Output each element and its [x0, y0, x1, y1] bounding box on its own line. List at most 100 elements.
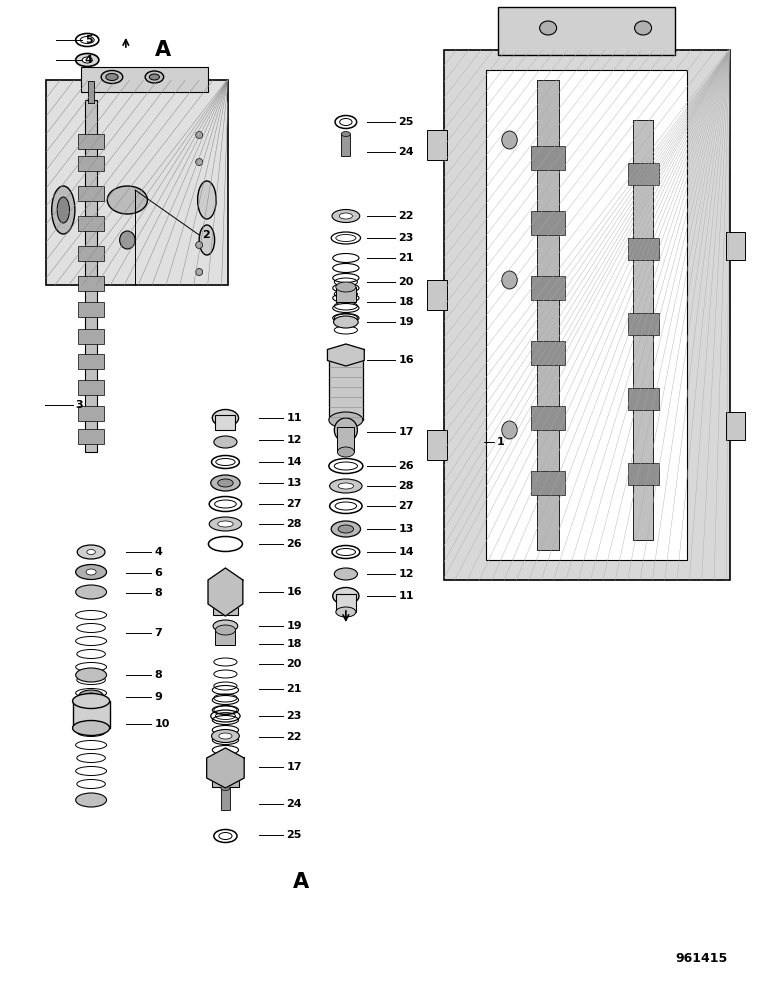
Bar — [531, 276, 565, 300]
Ellipse shape — [334, 316, 358, 328]
Bar — [486, 70, 687, 560]
Polygon shape — [327, 344, 364, 366]
Text: 961415: 961415 — [676, 952, 728, 964]
Text: 20: 20 — [286, 659, 302, 669]
Text: 3: 3 — [76, 400, 83, 410]
Bar — [531, 146, 565, 170]
Text: 19: 19 — [286, 621, 302, 631]
Ellipse shape — [209, 517, 242, 531]
Ellipse shape — [337, 447, 354, 457]
Ellipse shape — [339, 213, 352, 219]
Bar — [215, 415, 235, 430]
Ellipse shape — [149, 74, 159, 80]
Bar — [78, 329, 104, 344]
Text: 27: 27 — [398, 501, 414, 511]
Bar — [81, 67, 208, 92]
Bar — [498, 7, 676, 55]
Text: 4: 4 — [85, 55, 93, 65]
Bar — [628, 238, 659, 260]
Bar — [444, 50, 730, 580]
Text: 24: 24 — [286, 799, 302, 809]
Text: 8: 8 — [154, 588, 162, 598]
Ellipse shape — [196, 131, 202, 138]
Text: 14: 14 — [398, 547, 414, 557]
Ellipse shape — [215, 625, 235, 635]
Text: 11: 11 — [286, 413, 302, 423]
Ellipse shape — [199, 225, 215, 255]
Polygon shape — [208, 568, 243, 616]
Bar — [85, 100, 97, 452]
Text: 22: 22 — [398, 211, 414, 221]
Ellipse shape — [330, 479, 362, 493]
Text: 21: 21 — [286, 684, 302, 694]
Ellipse shape — [221, 786, 230, 790]
Bar — [78, 302, 104, 317]
Bar — [221, 788, 230, 810]
Bar — [78, 354, 104, 369]
Text: 12: 12 — [398, 569, 414, 579]
Ellipse shape — [196, 241, 202, 248]
Text: A: A — [154, 40, 171, 60]
Bar — [628, 163, 659, 185]
Bar — [531, 406, 565, 430]
Text: 28: 28 — [398, 481, 414, 491]
Ellipse shape — [502, 271, 517, 289]
Bar — [531, 471, 565, 495]
Text: 24: 24 — [398, 147, 414, 157]
Ellipse shape — [76, 793, 107, 807]
Ellipse shape — [198, 181, 216, 219]
Ellipse shape — [76, 585, 107, 599]
Ellipse shape — [338, 525, 354, 533]
Ellipse shape — [196, 158, 202, 165]
Bar — [336, 287, 356, 302]
Text: 25: 25 — [398, 117, 414, 127]
Bar — [427, 430, 447, 460]
Bar — [337, 427, 354, 452]
Ellipse shape — [341, 131, 350, 136]
Bar — [726, 412, 745, 440]
Bar — [78, 429, 104, 444]
Ellipse shape — [86, 550, 95, 554]
Ellipse shape — [73, 720, 110, 736]
Ellipse shape — [85, 693, 96, 699]
Bar — [427, 280, 447, 310]
Text: 14: 14 — [286, 457, 302, 467]
Text: 27: 27 — [286, 499, 302, 509]
Bar — [213, 587, 238, 615]
Bar — [336, 594, 356, 612]
Ellipse shape — [57, 197, 69, 223]
Bar — [215, 630, 235, 645]
Text: 19: 19 — [398, 317, 414, 327]
Ellipse shape — [218, 479, 233, 487]
Ellipse shape — [76, 53, 99, 66]
Ellipse shape — [502, 421, 517, 439]
Ellipse shape — [77, 545, 105, 559]
Text: 10: 10 — [154, 719, 170, 729]
Bar — [726, 232, 745, 260]
Text: 25: 25 — [286, 830, 302, 840]
Ellipse shape — [76, 564, 107, 580]
Ellipse shape — [540, 21, 557, 35]
Ellipse shape — [145, 71, 164, 83]
Bar — [212, 765, 239, 787]
Ellipse shape — [212, 410, 239, 426]
Ellipse shape — [52, 186, 75, 234]
Ellipse shape — [218, 733, 232, 739]
Text: 2: 2 — [202, 230, 210, 240]
Ellipse shape — [336, 282, 356, 292]
Text: 18: 18 — [286, 639, 302, 649]
Text: 23: 23 — [398, 233, 414, 243]
Ellipse shape — [212, 730, 239, 742]
Bar — [46, 80, 228, 285]
Text: 11: 11 — [398, 591, 414, 601]
Text: 18: 18 — [398, 297, 414, 307]
Text: 26: 26 — [398, 461, 414, 471]
Bar — [628, 463, 659, 485]
Ellipse shape — [120, 231, 135, 249]
Ellipse shape — [218, 521, 233, 527]
Bar — [78, 216, 104, 231]
Bar — [78, 276, 104, 291]
Bar — [427, 130, 447, 160]
Ellipse shape — [76, 668, 107, 682]
Ellipse shape — [502, 131, 517, 149]
